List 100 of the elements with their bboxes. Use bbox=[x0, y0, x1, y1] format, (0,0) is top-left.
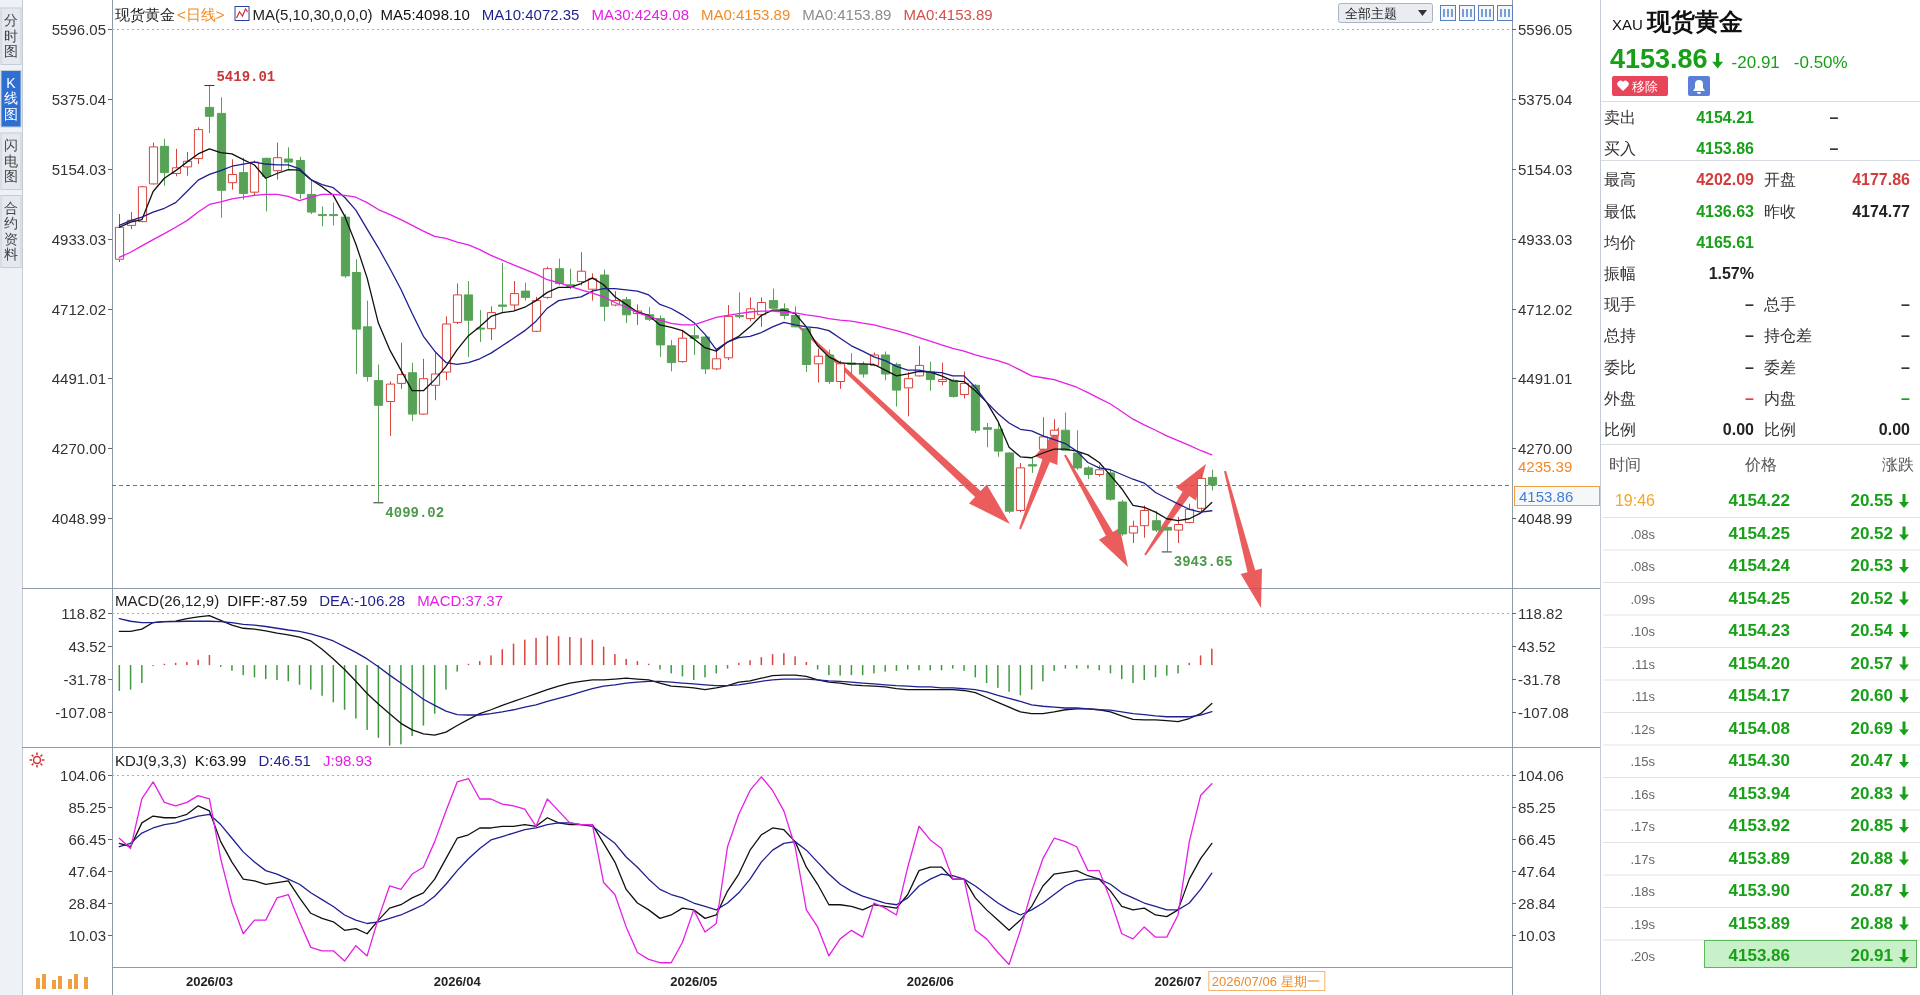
candlestick bbox=[1004, 451, 1015, 514]
annotation: 3943.65 bbox=[1173, 554, 1233, 571]
annotation: .18s bbox=[1630, 884, 1655, 899]
annotation: 4154.23 bbox=[1728, 621, 1790, 640]
data-label: 4177.86 bbox=[1852, 171, 1910, 189]
candlestick bbox=[204, 84, 215, 134]
annotation: 4154.25 bbox=[1728, 588, 1790, 608]
candlestick bbox=[1139, 505, 1150, 539]
annotation: 4099.02 bbox=[385, 505, 445, 522]
candlestick bbox=[1094, 464, 1105, 478]
y-tick-label: 4270.00 bbox=[51, 440, 106, 457]
candlestick bbox=[677, 330, 688, 364]
candlestick bbox=[801, 326, 812, 373]
data-label: – bbox=[1901, 296, 1910, 314]
candlestick bbox=[193, 126, 204, 165]
annotation: 19:46 bbox=[1614, 492, 1655, 509]
candlestick bbox=[937, 362, 948, 386]
y-tick-label: 104.06 bbox=[60, 767, 106, 784]
y-tick-label: 85.25 bbox=[68, 799, 106, 816]
candlestick bbox=[385, 381, 396, 437]
annotation: .09s bbox=[1630, 591, 1655, 607]
candlestick bbox=[970, 383, 981, 434]
data-label: 4202.09 bbox=[1696, 171, 1754, 189]
data-label: 4174.77 bbox=[1852, 202, 1910, 220]
candlestick bbox=[159, 138, 170, 187]
candlestick bbox=[463, 280, 474, 358]
annotation: 20.69 bbox=[1850, 718, 1893, 738]
annotation: 20.83 bbox=[1850, 783, 1893, 803]
candlestick bbox=[689, 325, 700, 356]
data-label: – bbox=[1745, 296, 1754, 314]
annotation: 20.52 bbox=[1850, 588, 1893, 608]
category-label: 外盘 bbox=[1604, 389, 1636, 407]
annotation: .19s bbox=[1630, 916, 1655, 932]
y-tick-label: 4933.03 bbox=[51, 231, 106, 248]
candlestick bbox=[396, 342, 407, 390]
annotation: 20.87 bbox=[1850, 881, 1893, 900]
data-label: – bbox=[1901, 358, 1910, 376]
data-label: 0.00 bbox=[1878, 421, 1910, 438]
legend-label: MA10:4072.35 bbox=[481, 5, 580, 23]
candlestick bbox=[261, 157, 272, 212]
legend-label: DIFF:-87.59 bbox=[227, 591, 308, 609]
y-tick-label: 47.64 bbox=[68, 863, 106, 880]
annotation: 4154.17 bbox=[1728, 686, 1790, 705]
legend-label: MA30:4249.08 bbox=[591, 5, 689, 23]
y2-tick-label: -31.78 bbox=[1518, 671, 1561, 688]
candlestick bbox=[666, 339, 677, 372]
chart-title: XAU 现货黄金 bbox=[1612, 8, 1743, 35]
candlestick bbox=[554, 258, 565, 286]
y2-tick-label: 28.84 bbox=[1518, 895, 1556, 912]
chart-title: 现货黄金 bbox=[115, 5, 175, 23]
candlestick bbox=[1083, 465, 1094, 480]
candlestick bbox=[711, 349, 722, 371]
candlestick bbox=[216, 96, 227, 219]
annotation: 4153.94 bbox=[1728, 783, 1790, 803]
data-label: – bbox=[1745, 389, 1754, 407]
candlestick bbox=[734, 291, 745, 320]
candlestick bbox=[1072, 429, 1083, 471]
candlestick bbox=[475, 309, 486, 343]
data-label: 4154.21 bbox=[1696, 109, 1754, 126]
candlestick bbox=[283, 146, 294, 170]
candlestick bbox=[835, 360, 846, 390]
annotation: 4153.90 bbox=[1728, 881, 1790, 900]
candlestick bbox=[1027, 456, 1038, 474]
legend-label: DEA:-106.28 bbox=[319, 591, 406, 609]
text: 合约资料 bbox=[4, 199, 18, 262]
legend-title: MACD(26,12,9) bbox=[115, 591, 220, 609]
category-label: 昨收 bbox=[1764, 202, 1796, 220]
candlestick bbox=[1105, 469, 1116, 502]
category-label: 卖出 bbox=[1604, 109, 1636, 126]
annotation: .11s bbox=[1631, 689, 1655, 704]
candlestick bbox=[1038, 416, 1049, 451]
annotation: 涨跌 bbox=[1882, 456, 1914, 473]
candlestick bbox=[1196, 473, 1207, 512]
candlestick bbox=[407, 362, 418, 422]
y-tick-label: 4712.02 bbox=[51, 301, 106, 318]
annotation: 20.85 bbox=[1850, 816, 1893, 835]
y2-tick-label: 5375.04 bbox=[1518, 91, 1573, 108]
category-label: 比例 bbox=[1604, 421, 1636, 438]
category-label: 总持 bbox=[1604, 327, 1636, 345]
y-tick-label: 43.52 bbox=[68, 638, 106, 655]
y2-tick-label: 4048.99 bbox=[1518, 510, 1573, 527]
category-label: 比例 bbox=[1764, 421, 1796, 438]
y2-tick-label: 47.64 bbox=[1518, 863, 1556, 880]
y-tick-label: 5375.04 bbox=[51, 91, 106, 108]
annotation: 20.88 bbox=[1850, 913, 1893, 933]
category-label: 现手 bbox=[1604, 296, 1636, 314]
candlestick bbox=[768, 288, 779, 310]
annotation: 2026/07/06 星期一 bbox=[1211, 973, 1320, 989]
annotation: 20.54 bbox=[1850, 621, 1893, 640]
category-label: 持仓差 bbox=[1764, 327, 1812, 345]
annotation: .12s bbox=[1630, 721, 1655, 737]
candlestick bbox=[249, 160, 260, 196]
legend-label: MACD:37.37 bbox=[417, 591, 503, 609]
annotation: MA0:4153.89 bbox=[802, 5, 892, 23]
candlestick bbox=[587, 272, 598, 302]
category-label: 内盘 bbox=[1764, 389, 1796, 407]
category-label: 总手 bbox=[1764, 296, 1796, 314]
y2-tick-label: 66.45 bbox=[1518, 831, 1556, 848]
category-label: 委差 bbox=[1764, 358, 1796, 376]
y2-tick-label: 10.03 bbox=[1518, 927, 1556, 944]
